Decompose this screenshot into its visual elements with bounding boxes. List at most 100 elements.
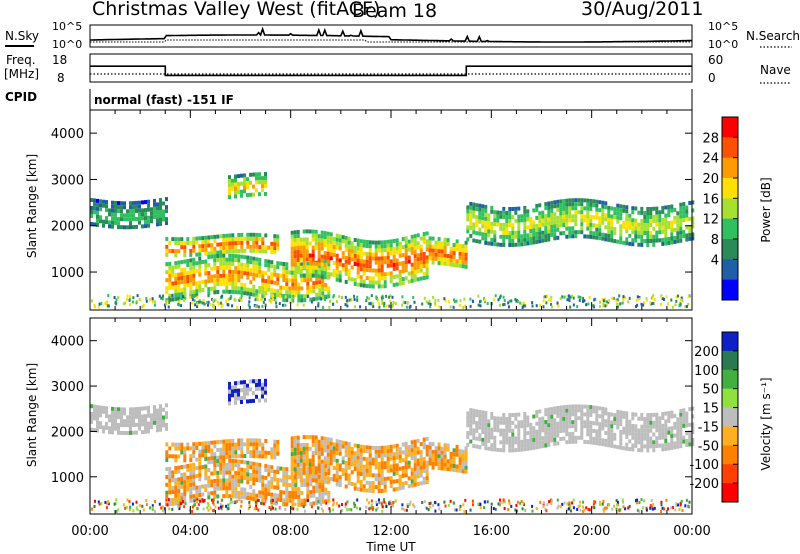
velocity-cell: [660, 503, 663, 507]
power-cell: [452, 247, 456, 251]
power-cell: [99, 207, 102, 212]
velocity-cell: [568, 408, 572, 413]
power-cell: [455, 239, 459, 244]
velocity-cell: [469, 431, 473, 436]
velocity-cell: [111, 426, 114, 431]
velocity-cell: [383, 480, 387, 485]
velocity-cell: [270, 499, 273, 503]
velocity-cell: [120, 423, 123, 428]
velocity-cell: [664, 439, 668, 443]
power-cell: [538, 219, 542, 224]
power-cell: [168, 277, 172, 282]
velocity-cell: [246, 476, 250, 481]
power-cell: [183, 298, 186, 302]
velocity-cell: [461, 457, 465, 462]
velocity-cell: [168, 470, 172, 475]
velocity-cell: [141, 418, 144, 423]
velocity-cell: [676, 433, 680, 437]
power-cell: [419, 260, 423, 265]
velocity-cell: [159, 419, 162, 424]
velocity-cell: [374, 461, 378, 466]
velocity-cell: [616, 503, 619, 507]
power-cell: [453, 298, 455, 302]
velocity-cell: [312, 501, 316, 506]
power-cell: [234, 174, 237, 179]
velocity-cell: [464, 465, 468, 470]
power-cell: [243, 283, 247, 288]
velocity-cell: [475, 436, 479, 441]
velocity-cell: [392, 452, 396, 457]
power-cell: [652, 301, 655, 305]
velocity-cell: [249, 461, 253, 466]
power-cell: [111, 216, 114, 221]
power-cell: [625, 229, 629, 234]
power-cell: [285, 294, 289, 299]
velocity-cell: [192, 474, 196, 479]
power-cell: [106, 304, 109, 308]
power-cell: [177, 280, 181, 285]
power-cell: [264, 192, 267, 196]
power-cell: [434, 303, 437, 307]
velocity-cell: [327, 498, 331, 503]
velocity-cell: [237, 494, 241, 499]
velocity-cell: [514, 448, 518, 453]
power-cell: [294, 278, 298, 283]
power-cell: [478, 239, 482, 244]
power-cell: [472, 300, 474, 303]
velocity-cell: [195, 442, 199, 446]
velocity-cell: [255, 504, 258, 508]
power-cell: [274, 298, 277, 302]
power-cell: [228, 265, 232, 270]
power-cell: [311, 245, 315, 250]
velocity-cell: [607, 443, 611, 448]
velocity-cell: [514, 424, 518, 429]
velocity-cell: [535, 506, 538, 510]
velocity-cell: [425, 448, 429, 453]
velocity-cell: [368, 473, 372, 478]
noise-search-label: N.Search: [746, 29, 800, 43]
velocity-cell: [183, 495, 187, 500]
nave-label: Nave: [760, 63, 791, 77]
power-cell: [655, 218, 659, 223]
velocity-cell: [323, 440, 327, 445]
power-cell: [508, 239, 512, 243]
velocity-cell: [240, 396, 243, 401]
velocity-cell: [174, 485, 178, 490]
power-cell: [589, 202, 593, 207]
power-cell: [117, 209, 120, 214]
velocity-cell: [290, 471, 294, 476]
velocity-cell: [320, 475, 324, 480]
velocity-cell: [111, 422, 114, 427]
velocity-cell: [416, 446, 420, 451]
power-cell: [469, 205, 473, 210]
power-cell: [326, 231, 330, 236]
velocity-cell: [317, 463, 321, 468]
velocity-cell: [201, 492, 205, 497]
power-cell: [431, 244, 435, 249]
velocity-cell: [365, 465, 369, 469]
power-cell: [599, 300, 602, 304]
velocity-cell: [222, 486, 226, 491]
velocity-cell: [303, 498, 307, 503]
velocity-cell: [607, 431, 611, 436]
velocity-cell: [652, 432, 656, 437]
power-cell: [688, 224, 692, 229]
power-cell: [440, 249, 444, 254]
power-cell: [615, 299, 618, 303]
velocity-cell: [566, 502, 569, 506]
power-cell: [210, 247, 214, 252]
power-cell: [165, 217, 168, 222]
power-cell: [680, 296, 683, 300]
velocity-cell: [429, 501, 432, 505]
velocity-cell: [252, 469, 256, 474]
velocity-cell: [326, 460, 330, 465]
power-cell: [273, 280, 277, 285]
velocity-cell: [228, 389, 231, 394]
velocity-cell: [312, 493, 316, 498]
power-cell: [520, 234, 524, 239]
power-cell: [380, 256, 384, 261]
colorbar-swatch: [722, 350, 738, 371]
power-cell: [285, 270, 289, 275]
power-cell: [320, 258, 324, 263]
velocity-cell: [270, 477, 274, 481]
